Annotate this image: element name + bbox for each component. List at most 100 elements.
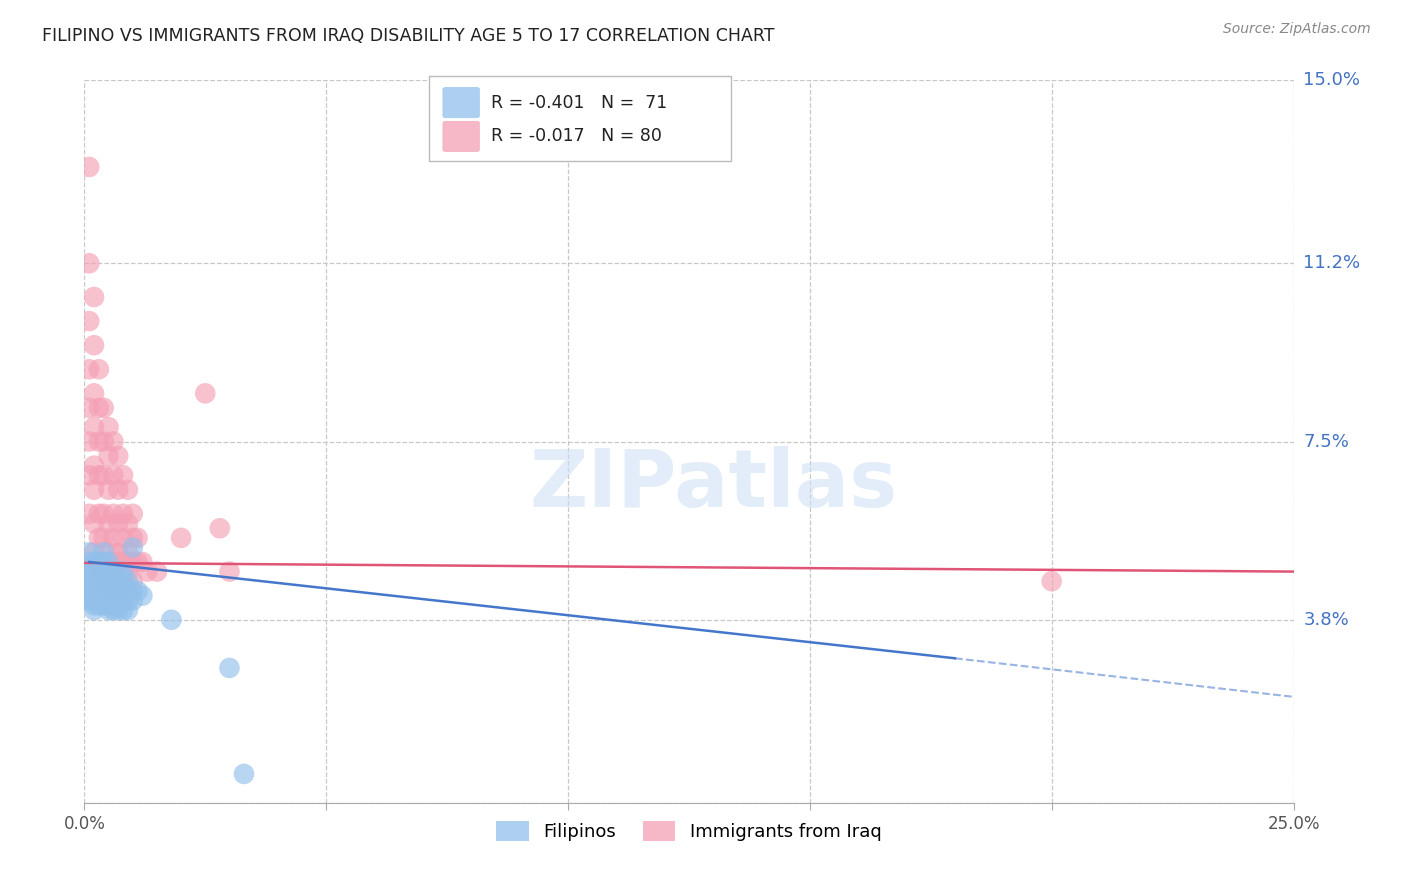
Point [93, 583, 115, 598]
Point [87, 401, 110, 415]
Point [87, 555, 110, 569]
Point [77, 160, 100, 174]
Point [77, 579, 100, 593]
Point [103, 531, 125, 545]
Point [121, 574, 143, 589]
Point [103, 589, 125, 603]
Point [127, 555, 149, 569]
Point [83, 386, 105, 401]
Point [117, 565, 139, 579]
Point [97, 555, 120, 569]
Point [93, 565, 115, 579]
Point [136, 565, 159, 579]
Point [77, 574, 100, 589]
Point [77, 507, 100, 521]
Point [170, 531, 193, 545]
Point [97, 565, 120, 579]
Point [87, 583, 110, 598]
Point [83, 574, 105, 589]
Point [107, 449, 129, 463]
Point [77, 434, 100, 449]
Point [117, 603, 139, 617]
Point [87, 599, 110, 613]
Point [93, 574, 115, 589]
Point [103, 599, 125, 613]
Point [112, 593, 135, 607]
Point [194, 386, 217, 401]
Point [93, 401, 115, 415]
Point [97, 583, 120, 598]
Point [97, 565, 120, 579]
Point [127, 531, 149, 545]
Text: FILIPINO VS IMMIGRANTS FROM IRAQ DISABILITY AGE 5 TO 17 CORRELATION CHART: FILIPINO VS IMMIGRANTS FROM IRAQ DISABIL… [42, 27, 775, 45]
Point [83, 599, 105, 613]
Legend: Filipinos, Immigrants from Iraq: Filipinos, Immigrants from Iraq [489, 814, 889, 848]
Point [121, 593, 143, 607]
Point [97, 483, 120, 497]
Point [103, 574, 125, 589]
Point [107, 583, 129, 598]
Point [107, 483, 129, 497]
Point [103, 603, 125, 617]
Point [121, 541, 143, 555]
Point [112, 583, 135, 598]
Point [112, 583, 135, 598]
Point [107, 583, 129, 598]
Point [93, 565, 115, 579]
Point [93, 507, 115, 521]
Point [121, 583, 143, 598]
Point [103, 593, 125, 607]
Point [121, 531, 143, 545]
Point [107, 565, 129, 579]
Text: ZIPatlas: ZIPatlas [529, 446, 897, 524]
Point [87, 362, 110, 376]
Point [160, 613, 183, 627]
Point [97, 599, 120, 613]
Point [93, 555, 115, 569]
Point [97, 593, 120, 607]
Point [107, 603, 129, 617]
Point [83, 420, 105, 434]
Point [87, 574, 110, 589]
Point [77, 565, 100, 579]
Point [77, 559, 100, 574]
Point [77, 468, 100, 483]
Point [131, 589, 153, 603]
Point [208, 521, 231, 535]
Point [103, 574, 125, 589]
Point [97, 420, 120, 434]
Point [77, 401, 100, 415]
Point [87, 468, 110, 483]
Point [107, 574, 129, 589]
Point [103, 507, 125, 521]
Point [146, 565, 169, 579]
Point [121, 507, 143, 521]
Point [117, 574, 139, 589]
Point [93, 589, 115, 603]
Point [117, 516, 139, 531]
Point [117, 593, 139, 607]
Point [127, 583, 149, 598]
Point [77, 569, 100, 583]
Point [97, 574, 120, 589]
Point [107, 545, 129, 559]
Point [107, 593, 129, 607]
Point [83, 545, 105, 559]
Text: 11.2%: 11.2% [1303, 254, 1361, 272]
Text: 3.8%: 3.8% [1303, 611, 1348, 629]
Point [83, 589, 105, 603]
Point [83, 565, 105, 579]
Point [83, 483, 105, 497]
Point [87, 507, 110, 521]
Point [83, 338, 105, 352]
Point [77, 593, 100, 607]
Point [83, 555, 105, 569]
Point [107, 574, 129, 589]
Point [112, 574, 135, 589]
Point [112, 574, 135, 589]
Point [117, 545, 139, 559]
Point [83, 516, 105, 531]
Point [112, 531, 135, 545]
Point [112, 468, 135, 483]
Point [83, 579, 105, 593]
